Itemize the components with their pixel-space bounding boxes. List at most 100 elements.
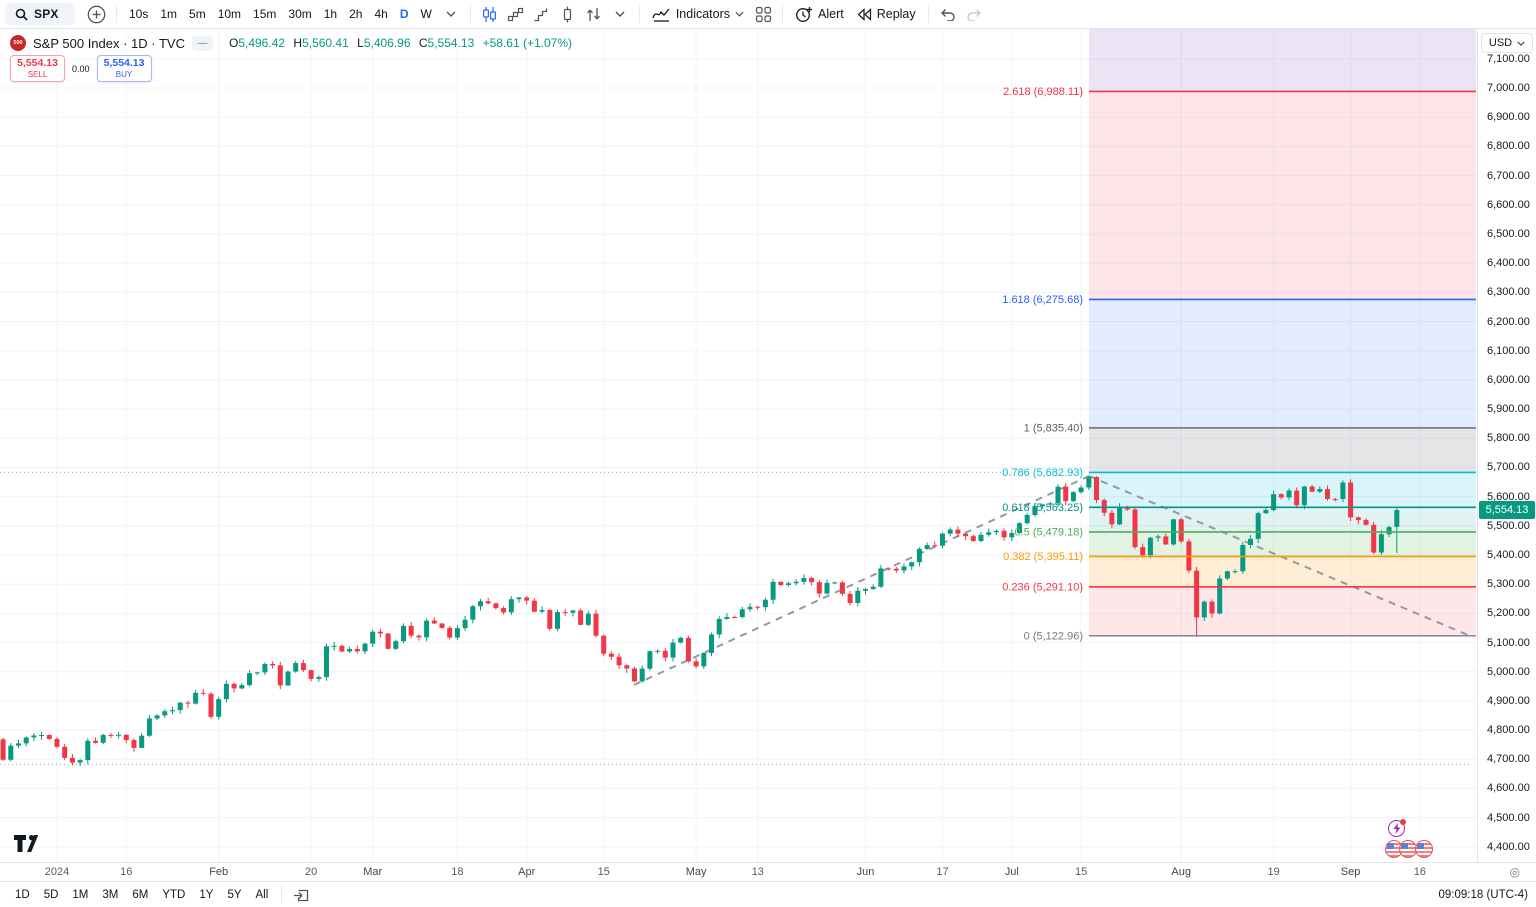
fib-level-label[interactable]: 0.382 (5,395.11) [1003,551,1083,563]
timeframe-button-15m[interactable]: 15m [247,2,282,26]
time-axis-label: 2024 [44,866,70,878]
lightning-event-icon[interactable] [1388,819,1406,837]
price-axis-label: 6,800.00 [1487,140,1530,153]
buy-button[interactable]: 5,554.13 BUY [96,55,152,82]
fib-level-label[interactable]: 2.618 (6,988.11) [1003,86,1083,98]
time-axis-label: 19 [1267,866,1280,878]
current-price-badge: 5,554.13 [1479,501,1535,520]
timeframe-button-30m[interactable]: 30m [282,2,317,26]
range-button-6m[interactable]: 6M [125,884,155,906]
undo-icon [940,9,955,21]
chart-style-renko-button[interactable] [503,1,529,27]
price-axis-label: 5,400.00 [1487,549,1530,561]
range-button-3m[interactable]: 3M [95,884,125,906]
layout-grid-button[interactable] [750,1,776,27]
symbol-search[interactable]: SPX [5,3,75,25]
symbol-search-value: SPX [34,7,59,21]
layout-grid-icon [755,6,771,22]
fib-level-label[interactable]: 1.618 (6,275.68) [1002,294,1083,306]
price-axis-label: 6,900.00 [1487,111,1530,124]
price-axis-label: 6,100.00 [1487,344,1530,357]
range-button-all[interactable]: All [249,884,276,906]
candles-icon [483,6,497,22]
open-value: 5,496.42 [238,36,286,50]
axis-settings-icon[interactable]: ◎ [1509,865,1520,879]
tradingview-logo[interactable] [14,835,39,857]
range-button-1d[interactable]: 1D [8,884,37,906]
chart-style-candles-button[interactable] [477,1,503,27]
timeframe-button-w[interactable]: W [414,2,437,26]
fib-level-label[interactable]: 0.236 (5,291.10) [1002,581,1083,593]
time-axis-label: 17 [936,866,949,878]
compare-arrows-icon [587,7,601,21]
price-axis-label: 4,900.00 [1487,694,1530,707]
time-axis-label: 16 [120,866,133,878]
timeframe-button-d[interactable]: D [394,2,415,26]
timeframe-button-4h[interactable]: 4h [368,2,393,26]
price-axis-label: 6,400.00 [1487,257,1530,270]
open-label: O [228,36,239,50]
timeframe-expand-button[interactable] [438,1,464,27]
undo-button[interactable] [935,1,961,27]
fib-retracement[interactable]: 2.618 (6,988.11) 1.618 (6,275.68) 1 (5,835… [1002,86,1476,642]
toolbar-separator [281,886,283,903]
sell-button[interactable]: 5,554.13 SELL [10,55,65,82]
timeframe-button-2h[interactable]: 2h [343,2,368,26]
notification-dot [1400,819,1406,825]
replay-rewind-icon [857,7,871,21]
range-button-1y[interactable]: 1Y [192,884,220,906]
alert-button[interactable]: Alert [789,1,850,27]
replay-button[interactable]: Replay [850,1,922,27]
time-axis-label: 16 [1413,866,1427,878]
chevron-down-icon [1517,40,1525,46]
range-button-5y[interactable]: 5Y [220,884,248,906]
currency-selector[interactable]: USD [1481,33,1533,53]
redo-icon [966,9,981,21]
fib-level-label[interactable]: 0.786 (5,682.93) [1002,467,1083,479]
legend-collapse-button[interactable]: — [191,35,213,51]
low-value: 5,406.96 [363,36,411,50]
chart-style-compare-button[interactable] [581,1,607,27]
timeframe-button-10s[interactable]: 10s [123,2,154,26]
fib-level-label[interactable]: 1 (5,835.40) [1024,422,1083,434]
symbol-title[interactable]: S&P 500 Index · 1D · TVC [33,35,185,51]
price-axis[interactable]: USD 4,400.00 4,500.00 4,600.00 4,700.00 4,80… [1477,29,1536,862]
step-line-icon [534,8,548,21]
economic-event-icon[interactable] [1385,840,1403,858]
candlestick-chart: 2.618 (6,988.11) 1.618 (6,275.68) 1 (5,835… [0,29,1477,862]
time-axis-label: Apr [518,866,536,878]
sell-price: 5,554.13 [17,57,58,70]
indicators-button[interactable]: Indicators [646,1,750,27]
clock[interactable]: 09:09:18 (UTC-4) [1438,888,1528,901]
close-label: C [418,36,428,50]
timeframe-button-10m[interactable]: 10m [212,2,247,26]
fib-level-label[interactable]: 0.618 (5,563.25) [1002,502,1083,514]
range-button-ytd[interactable]: YTD [155,884,192,906]
timeframe-button-1h[interactable]: 1h [318,2,343,26]
economic-event-icon[interactable] [1415,840,1433,858]
price-axis-label: 5,100.00 [1487,636,1530,649]
chart-style-step-button[interactable] [529,1,555,27]
chart-style-expand-button[interactable] [607,1,633,27]
fib-level-label[interactable]: 0 (5,122.96) [1024,630,1083,642]
timeframe-button-1m[interactable]: 1m [154,2,183,26]
fib-level-label[interactable]: 0.5 (5,479.18) [1015,526,1084,538]
toolbar-separator [469,5,471,23]
toolbar-separator [927,5,929,23]
redo-button[interactable] [961,1,987,27]
range-button-1m[interactable]: 1M [65,884,95,906]
chart-style-hollow-candles-button[interactable] [555,1,581,27]
chart-pane[interactable]: 2.618 (6,988.11) 1.618 (6,275.68) 1 (5,835… [0,29,1477,862]
time-axis[interactable]: 2024 16 Feb 20 Mar 18 Apr 15 May 13 Jun 17 Jul 15 Aug 1… [0,862,1536,881]
timeframe-button-5m[interactable]: 5m [183,2,212,26]
indicators-label: Indicators [675,7,731,21]
price-axis-label: 6,700.00 [1487,169,1530,182]
top-toolbar: SPX 10s 1m 5m 10m 15m 30m 1h 2h 4h D W [0,0,1536,29]
compare-add-button[interactable] [83,1,110,27]
goto-date-button[interactable] [288,882,314,907]
buy-price: 5,554.13 [103,57,145,70]
close-value: 5,554.13 [427,36,475,50]
high-label: H [293,36,303,50]
range-button-5d[interactable]: 5D [37,884,66,906]
